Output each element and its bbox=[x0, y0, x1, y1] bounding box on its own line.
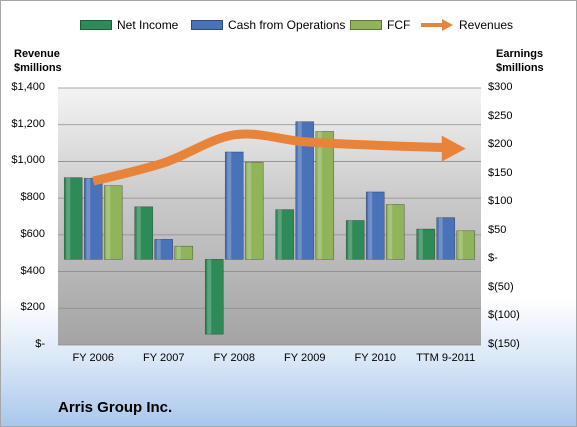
left-axis-tick-label: $800 bbox=[20, 191, 45, 204]
bar-highlight bbox=[66, 177, 71, 260]
bar-fcf bbox=[244, 161, 264, 260]
bar-highlight bbox=[156, 239, 161, 260]
left-axis-title: Revenue $millions bbox=[14, 47, 62, 75]
bar-net-income bbox=[416, 228, 436, 260]
bar-cash-from-operations bbox=[295, 121, 315, 260]
company-name: Arris Group Inc. bbox=[58, 399, 173, 416]
x-axis-tick-label: TTM 9-2011 bbox=[416, 352, 476, 364]
bar-highlight bbox=[106, 185, 111, 260]
right-axis-title: Earnings $millions bbox=[496, 47, 544, 75]
bar-highlight bbox=[136, 206, 141, 260]
bar-net-income bbox=[204, 259, 224, 335]
left-axis-tick-label: $- bbox=[35, 338, 45, 350]
bar-fcf bbox=[456, 230, 476, 260]
left-axis-tick-label: $400 bbox=[20, 264, 45, 277]
right-axis-tick-label: $200 bbox=[488, 138, 513, 151]
right-axis-tick-label: $(150) bbox=[488, 338, 520, 350]
legend-item-fcf: FCF bbox=[350, 15, 410, 35]
revenue-line bbox=[92, 129, 451, 186]
legend-swatch-revenues bbox=[421, 19, 453, 31]
left-axis-tick-label: $1,000 bbox=[11, 154, 45, 167]
bar-highlight bbox=[247, 162, 252, 260]
right-axis-tick-label: $(50) bbox=[488, 280, 514, 293]
legend-item-revenues: Revenues bbox=[420, 15, 513, 35]
right-axis-tick-label: $50 bbox=[488, 223, 507, 236]
right-axis-title-line1: Earnings bbox=[496, 48, 544, 60]
legend-item-net-income: Net Income bbox=[80, 15, 178, 35]
left-axis-title-line2: $millions bbox=[14, 62, 62, 74]
bar-cash-from-operations bbox=[436, 217, 456, 260]
legend-swatch-fcf bbox=[350, 20, 382, 30]
x-axis-tick-label: FY 2007 bbox=[143, 352, 185, 364]
revenue-point bbox=[374, 144, 376, 146]
revenue-point bbox=[304, 141, 306, 143]
revenue-point bbox=[233, 134, 235, 136]
right-axis-tick-label: $250 bbox=[488, 109, 513, 122]
left-axis-tick-label: $600 bbox=[20, 227, 45, 240]
bar-highlight bbox=[348, 220, 353, 260]
bar-fcf bbox=[103, 185, 123, 260]
legend-label-cash-from-operations: Cash from Operations bbox=[228, 18, 346, 32]
bar-highlight bbox=[86, 178, 91, 260]
x-axis-tick-label: FY 2006 bbox=[72, 352, 114, 364]
bar-highlight bbox=[207, 259, 212, 335]
revenue-point bbox=[163, 162, 165, 164]
legend-label-revenues: Revenues bbox=[459, 18, 514, 32]
bar-fcf bbox=[174, 245, 194, 260]
bar-highlight bbox=[297, 121, 302, 260]
x-axis-tick-label: FY 2009 bbox=[284, 352, 326, 364]
bar-highlight bbox=[317, 131, 322, 260]
bar-cash-from-operations bbox=[154, 239, 174, 260]
left-axis-tick-label: $1,200 bbox=[11, 117, 45, 130]
bar-highlight bbox=[176, 246, 181, 260]
right-axis-tick-label: $100 bbox=[488, 195, 513, 208]
plot-area bbox=[58, 88, 481, 345]
gridlines bbox=[58, 87, 481, 346]
bar-net-income bbox=[134, 206, 154, 260]
right-axis-tick-label: $150 bbox=[488, 166, 513, 179]
left-axis-tick-label: $200 bbox=[20, 301, 45, 314]
right-axis-tick-label: $(100) bbox=[488, 309, 520, 322]
bar-highlight bbox=[368, 191, 373, 260]
right-axis-tick-label: $300 bbox=[488, 81, 513, 93]
bar-highlight bbox=[438, 217, 443, 260]
bar-highlight bbox=[227, 151, 232, 260]
bar-cash-from-operations bbox=[365, 191, 385, 260]
bars bbox=[63, 121, 476, 335]
revenue-arrowhead bbox=[441, 135, 466, 162]
x-axis-tick-label: FY 2010 bbox=[354, 352, 396, 364]
bar-highlight bbox=[388, 204, 393, 260]
bar-fcf bbox=[385, 204, 405, 260]
bar-net-income bbox=[63, 177, 83, 260]
revenue-point bbox=[445, 147, 447, 149]
legend-label-fcf: FCF bbox=[387, 18, 411, 32]
legend-item-cash-from-operations: Cash from Operations bbox=[191, 15, 345, 35]
right-axis-title-line2: $millions bbox=[496, 62, 544, 74]
x-axis-tick-label: FY 2008 bbox=[213, 352, 255, 364]
right-axis-tick-label: $- bbox=[488, 252, 498, 265]
legend-label-net-income: Net Income bbox=[117, 18, 179, 32]
revenue-point bbox=[92, 180, 94, 182]
bar-net-income bbox=[345, 220, 365, 260]
legend: Net Income Cash from Operations FCF Reve… bbox=[1, 15, 576, 35]
legend-swatch-net-income bbox=[80, 20, 112, 30]
bar-highlight bbox=[458, 230, 463, 260]
bar-highlight bbox=[418, 229, 423, 260]
left-axis-title-line1: Revenue bbox=[14, 48, 60, 60]
bar-fcf bbox=[315, 131, 335, 260]
revenue-line-group bbox=[92, 129, 466, 186]
left-axis-tick-label: $1,400 bbox=[11, 81, 45, 93]
bar-net-income bbox=[275, 209, 295, 260]
legend-swatch-cash-from-operations bbox=[191, 20, 223, 30]
bar-cash-from-operations bbox=[224, 151, 244, 260]
bar-highlight bbox=[277, 209, 282, 260]
